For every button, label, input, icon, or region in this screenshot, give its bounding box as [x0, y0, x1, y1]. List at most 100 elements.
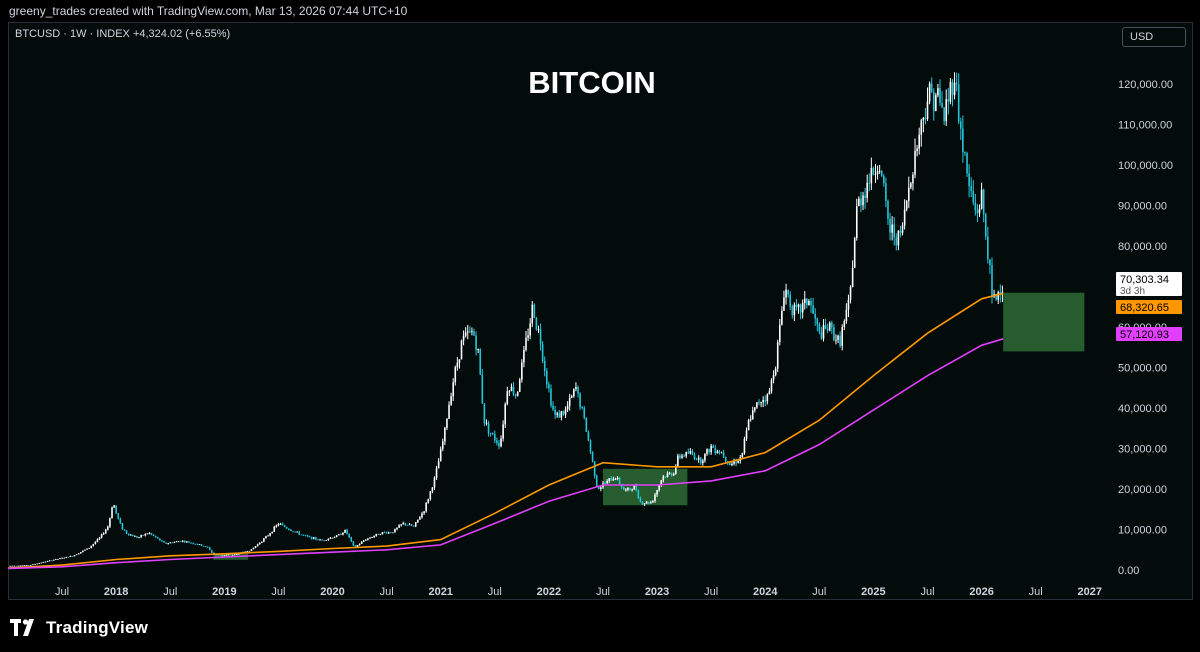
chart-title: BITCOIN — [528, 65, 655, 100]
candle-body — [279, 523, 282, 525]
candle-body — [918, 134, 920, 149]
candle-body — [647, 501, 650, 504]
candle-body — [554, 409, 556, 415]
price-label-text-2: 57,120.93 — [1120, 329, 1169, 341]
candle-body — [485, 422, 488, 424]
candle-body — [100, 534, 103, 538]
candle-body — [337, 534, 340, 536]
candle-body — [779, 324, 781, 343]
candle-body — [512, 386, 515, 395]
candle-body — [716, 451, 719, 454]
candle-body — [518, 379, 521, 392]
candle-body — [521, 362, 523, 380]
candle-body — [323, 540, 326, 542]
candle-body — [313, 537, 315, 540]
candle-body — [277, 523, 280, 526]
candle-body — [421, 513, 423, 518]
candle-body — [23, 565, 26, 567]
candle-body — [123, 529, 126, 531]
candle-body — [987, 236, 989, 260]
candle-body — [645, 501, 648, 504]
candle-body — [560, 411, 563, 418]
candle-body — [439, 448, 442, 462]
candle-body — [500, 438, 502, 447]
candle-body — [747, 420, 750, 431]
x-axis-tick-label: Jul — [1029, 586, 1043, 598]
candle-body — [672, 473, 675, 476]
candle-body — [812, 305, 814, 314]
candle-body — [695, 459, 698, 460]
candle-body — [855, 205, 858, 239]
candle-body — [872, 168, 875, 175]
candle-body — [768, 391, 771, 395]
candle-body — [392, 532, 394, 534]
candle-body — [281, 523, 284, 526]
candle-body — [760, 402, 762, 404]
candle-body — [427, 499, 430, 503]
candle-body — [188, 541, 190, 543]
candle-body — [491, 433, 494, 435]
candle-body — [48, 560, 51, 562]
candle-body — [412, 525, 415, 527]
candle-body — [321, 539, 323, 541]
candle-body — [462, 335, 465, 341]
candle-body — [660, 480, 663, 486]
x-axis-tick-label: Jul — [812, 586, 826, 598]
candle-body — [36, 563, 38, 565]
candle-body — [674, 465, 677, 474]
candle-body — [152, 534, 155, 536]
candle-body — [527, 335, 529, 338]
candle-body — [94, 541, 97, 544]
candle-body — [589, 440, 592, 452]
candle-body — [290, 529, 292, 531]
candle-body — [9, 565, 11, 567]
candle-body — [564, 409, 567, 415]
candle-body — [460, 340, 463, 360]
price-chart[interactable]: 0.00 10,000.00 20,000.00 30,000.00 40,000.00… — [8, 22, 1193, 600]
candle-body — [604, 483, 606, 485]
candle-body — [556, 413, 559, 415]
candle-body — [895, 237, 898, 246]
candle-body — [285, 527, 288, 529]
candle-body — [687, 452, 690, 454]
candle-body — [510, 386, 513, 391]
candle-body — [90, 545, 93, 548]
candle-body — [186, 541, 188, 543]
candle-body — [516, 391, 519, 396]
candle-body — [810, 300, 812, 306]
candle-body — [758, 402, 760, 404]
candle-body — [853, 238, 856, 268]
candle-body — [456, 362, 459, 368]
candle-body — [82, 550, 84, 552]
candle-body — [814, 313, 816, 319]
candle-body — [745, 430, 748, 439]
candle-body — [566, 405, 569, 410]
tradingview-logo[interactable]: TradingView — [10, 618, 148, 638]
candle-body — [525, 337, 527, 350]
candle-body — [437, 461, 440, 469]
candle-body — [102, 533, 105, 535]
candle-body — [269, 533, 271, 536]
candle-body — [238, 553, 240, 555]
candle-body — [833, 327, 835, 341]
candle-body — [371, 537, 373, 538]
candle-body — [119, 518, 122, 524]
currency-button[interactable]: USD — [1122, 27, 1186, 47]
candle-body — [44, 561, 47, 563]
x-axis-tick-label: 2019 — [212, 586, 236, 598]
candle-body — [935, 95, 937, 111]
candle-body — [273, 526, 276, 532]
price-label-text-0: 70,303.34 — [1120, 274, 1169, 286]
candle-body — [121, 523, 124, 530]
candle-body — [783, 297, 785, 311]
candle-body — [874, 174, 877, 175]
candle-body — [466, 331, 469, 333]
candle-body — [702, 460, 704, 464]
candle-body — [394, 529, 396, 533]
candle-body — [98, 537, 101, 540]
candle-body — [799, 304, 802, 313]
candle-body — [369, 537, 371, 539]
candle-body — [641, 501, 644, 505]
candle-body — [333, 536, 336, 538]
candle-body — [169, 542, 172, 544]
